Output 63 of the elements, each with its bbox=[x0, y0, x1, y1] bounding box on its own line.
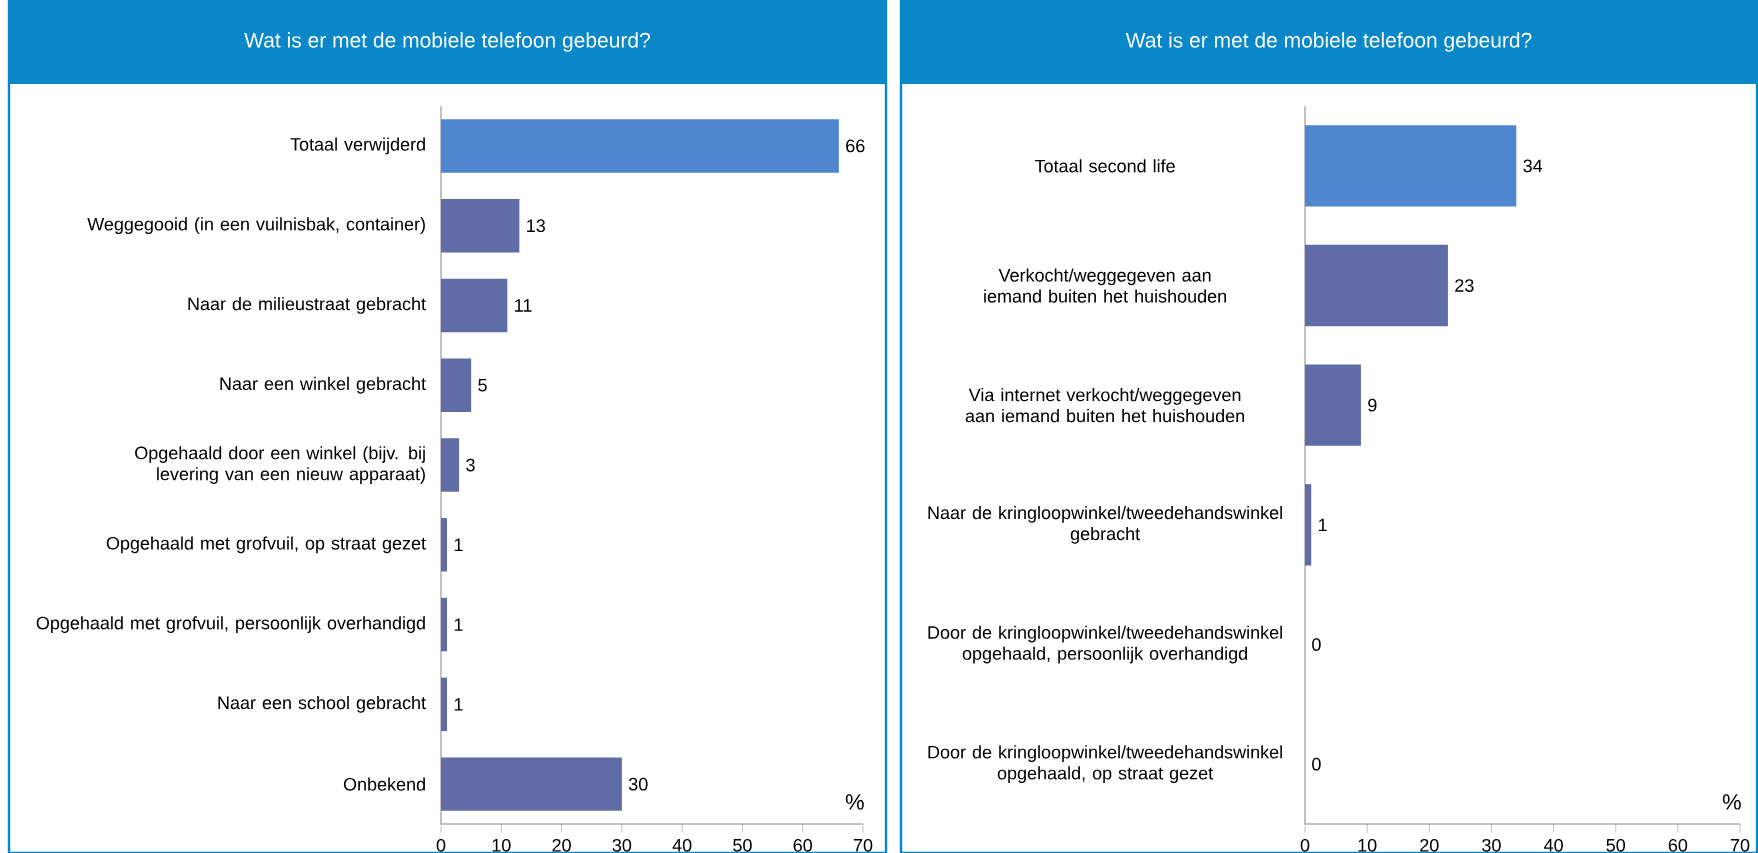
x-tick-label: 10 bbox=[1358, 838, 1377, 852]
data-label: 1 bbox=[454, 538, 463, 551]
chart-title: Wat is er met de mobiele telefoon gebeurd? bbox=[1125, 32, 1532, 52]
data-label: 9 bbox=[1368, 398, 1377, 412]
data-label: 1 bbox=[454, 698, 463, 711]
y-tick-label: Door de kringloopwinkel/tweedehandswinkel opgehaald, persoonlijk overhandigd bbox=[928, 625, 1282, 664]
x-tick-label: 0 bbox=[436, 838, 446, 852]
bar bbox=[1305, 484, 1312, 566]
y-tick-label: Weggegooid (in een vuilnisbak, container) bbox=[87, 217, 425, 235]
x-tick-label: 20 bbox=[1420, 838, 1439, 852]
data-label: 0 bbox=[1312, 638, 1321, 651]
bar bbox=[441, 757, 622, 811]
data-label: 66 bbox=[846, 139, 865, 153]
y-tick-label: Opgehaald met grofvuil, persoonlijk overhandigd bbox=[36, 616, 425, 633]
x-tick-label: 30 bbox=[612, 838, 632, 852]
data-label: 30 bbox=[628, 777, 648, 791]
bar bbox=[1305, 125, 1517, 207]
x-tick-label: 20 bbox=[552, 838, 571, 852]
x-tick-label: 70 bbox=[1730, 838, 1750, 852]
x-axis-title: % bbox=[1722, 794, 1741, 810]
data-label: 34 bbox=[1523, 159, 1543, 173]
x-tick-label: 10 bbox=[492, 838, 511, 852]
y-tick-label: Door de kringloopwinkel/tweedehandswinkel opgehaald, op straat gezet bbox=[928, 745, 1282, 784]
bar bbox=[441, 677, 448, 732]
y-tick-label: Naar een winkel gebracht bbox=[220, 376, 426, 394]
data-label: 11 bbox=[515, 299, 532, 312]
bar bbox=[441, 119, 839, 173]
y-tick-label: Totaal verwijderd bbox=[290, 137, 425, 155]
y-tick-label: Totaal second life bbox=[1034, 159, 1175, 173]
x-tick-label: 50 bbox=[733, 838, 752, 852]
bar bbox=[441, 518, 448, 572]
y-tick-label: Verkocht/weggegeven aan iemand buiten het huishouden bbox=[984, 268, 1226, 303]
x-tick-label: 0 bbox=[1300, 838, 1310, 852]
data-label: 1 bbox=[1319, 518, 1327, 532]
x-tick-label: 30 bbox=[1482, 838, 1501, 852]
y-tick-label: Via internet verkocht/weggegeven aan iemand buiten het huishouden bbox=[965, 388, 1244, 423]
y-tick-label: Opgehaald door een winkel (bijv. bij levering van een nieuw apparaat) bbox=[135, 446, 425, 484]
x-tick-label: 50 bbox=[1606, 838, 1626, 852]
x-tick-label: 60 bbox=[793, 838, 813, 852]
bar bbox=[1305, 244, 1448, 327]
bar bbox=[441, 597, 448, 652]
y-tick-label: Naar de kringloopwinkel/tweedehandswinkel gebracht bbox=[928, 505, 1282, 544]
x-tick-label: 40 bbox=[1543, 838, 1563, 852]
data-label: 13 bbox=[527, 219, 545, 233]
y-tick-label: Naar de milieustraat gebracht bbox=[188, 297, 426, 314]
data-label: 1 bbox=[454, 618, 463, 631]
x-tick-label: 70 bbox=[853, 838, 873, 852]
bar bbox=[441, 278, 508, 333]
data-label: 3 bbox=[466, 458, 475, 472]
bar bbox=[1305, 364, 1361, 446]
bar bbox=[441, 438, 460, 492]
y-tick-label: Naar een school gebracht bbox=[218, 695, 426, 713]
data-label: 0 bbox=[1312, 757, 1321, 771]
x-axis-title: % bbox=[845, 794, 864, 810]
bar bbox=[441, 358, 472, 412]
x-tick-label: 60 bbox=[1668, 838, 1688, 852]
data-label: 23 bbox=[1455, 279, 1474, 292]
data-label: 5 bbox=[478, 378, 487, 392]
x-tick-label: 40 bbox=[672, 838, 692, 852]
y-tick-label: Opgehaald met grofvuil, op straat gezet bbox=[106, 536, 426, 554]
chart-title: Wat is er met de mobiele telefoon gebeurd? bbox=[244, 32, 650, 52]
bar bbox=[441, 198, 520, 253]
y-tick-label: Onbekend bbox=[343, 777, 425, 791]
